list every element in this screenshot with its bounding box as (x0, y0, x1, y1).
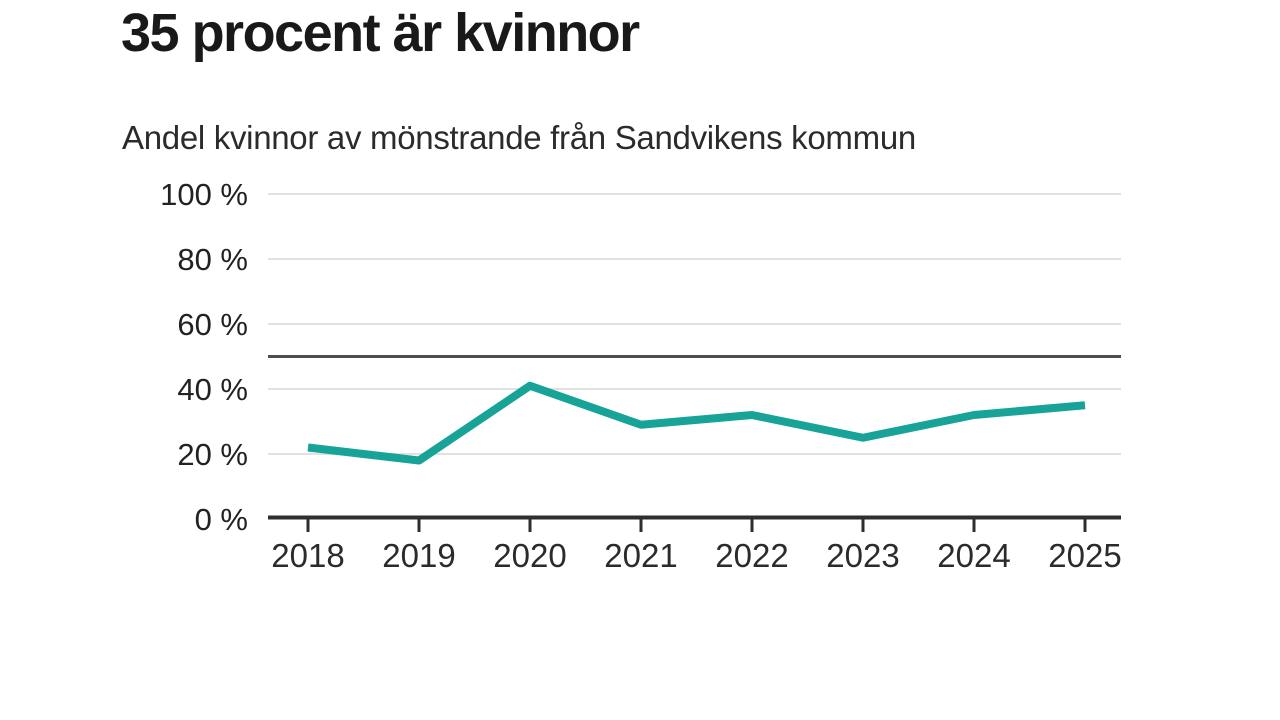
y-tick-label-60: 60 % (177, 307, 248, 342)
x-tick-label-2021: 2021 (604, 537, 677, 574)
x-tick-label-2024: 2024 (937, 537, 1010, 574)
x-tick-label-2019: 2019 (382, 537, 455, 574)
footer: Källa: Plikt- och prövningsverket Newswo… (0, 660, 1280, 720)
y-tick-label-0: 0 % (195, 502, 248, 537)
y-tick-label-80: 80 % (177, 242, 248, 277)
y-tick-label-100: 100 % (160, 177, 248, 212)
data-line-andel-kvinnor (307, 381, 1086, 465)
x-tick-label-2018: 2018 (271, 537, 344, 574)
x-tick-label-2022: 2022 (715, 537, 788, 574)
y-tick-label-20: 20 % (177, 437, 248, 472)
chart-title: 35 procent är kvinnor (121, 3, 640, 63)
x-tick-label-2020: 2020 (493, 537, 566, 574)
x-tick-label-2023: 2023 (826, 537, 899, 574)
chart-subtitle: Andel kvinnor av mönstrande från Sandvik… (122, 119, 916, 156)
x-tick-label-2025: 2025 (1048, 537, 1121, 574)
y-tick-label-40: 40 % (177, 372, 248, 407)
